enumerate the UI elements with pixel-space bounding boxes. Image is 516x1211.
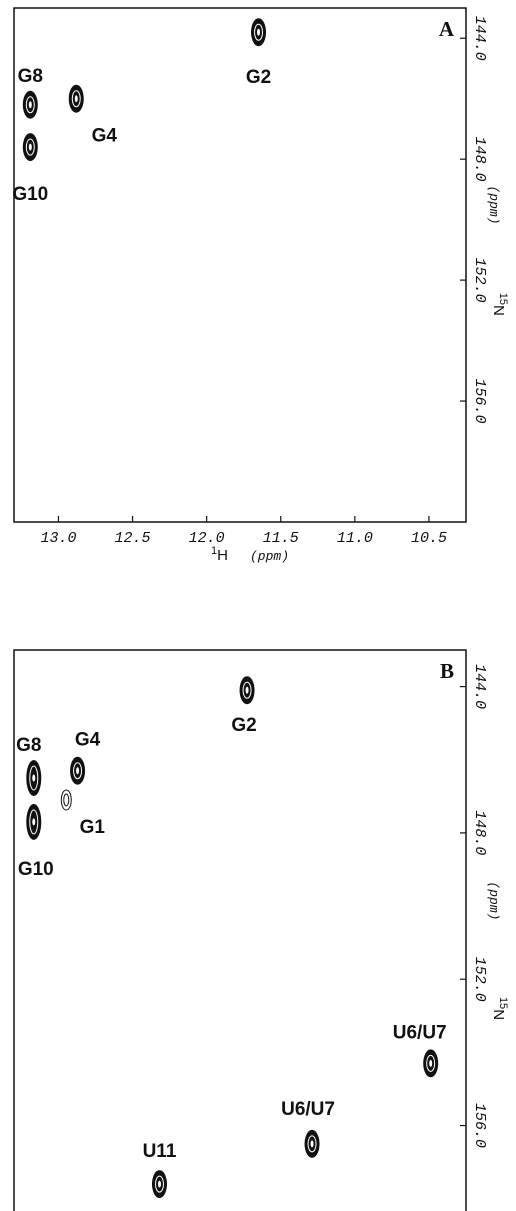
peak-label: G10 — [12, 184, 48, 205]
peak-contour-core — [76, 767, 80, 775]
peak-label: U6/U7 — [393, 1022, 447, 1043]
y-tick-label: 156.0 — [471, 1103, 488, 1148]
plot-frame — [13, 649, 467, 1211]
peak-g10: G10 — [12, 133, 48, 205]
peak-contour-ring — [426, 1054, 436, 1072]
y-tick-label: 152.0 — [471, 957, 488, 1002]
x-axis-unit: (ppm) — [250, 549, 289, 564]
peak-contour-core — [32, 818, 36, 826]
y-tick-label: 152.0 — [471, 258, 488, 303]
peak-g2: G2 — [246, 18, 271, 88]
peak-label: G8 — [18, 66, 43, 87]
y-tick-label: 144.0 — [471, 664, 488, 709]
peak-label: G4 — [92, 126, 118, 147]
peak-contour-core — [28, 101, 32, 109]
peak-contour-ring — [254, 23, 264, 41]
x-tick-label: 12.5 — [115, 530, 151, 547]
panel-B: B13.012.512.011.511.010.51H(ppm)144.0148… — [13, 649, 509, 1211]
peak-g8: G8 — [18, 66, 43, 119]
peak-contour-core — [310, 1140, 314, 1148]
peak-label: U6/U7 — [281, 1099, 335, 1120]
peak-contour-ring — [307, 1135, 317, 1153]
peak-g2: G2 — [231, 676, 257, 736]
peak-contour-outer — [60, 789, 72, 811]
peak-contour-ring — [73, 762, 83, 780]
y-tick-label: 156.0 — [471, 379, 488, 424]
peak-contour-core — [245, 686, 249, 694]
peak-contour-ring — [29, 765, 39, 791]
peak-u6-u7: U6/U7 — [393, 1022, 447, 1078]
y-tick-label: 148.0 — [471, 810, 488, 855]
x-axis-title: 1H — [211, 545, 228, 564]
peak-contour-ring — [71, 90, 81, 108]
y-axis-unit: (ppm) — [486, 881, 501, 920]
peak-contour-core — [429, 1059, 433, 1067]
peak-g1: G1 — [60, 789, 106, 838]
peak-contour-ring — [154, 1175, 164, 1193]
y-tick-label: 148.0 — [471, 137, 488, 182]
peak-contour-ring — [25, 96, 35, 114]
peak-contour-ring — [242, 681, 252, 699]
peak-contour-core — [157, 1180, 161, 1188]
y-axis-title: 15N — [490, 293, 509, 316]
peak-g8: G8 — [16, 735, 41, 797]
plot-frame — [13, 7, 467, 523]
peak-label: G1 — [80, 817, 106, 838]
y-axis-title: 15N — [490, 997, 509, 1020]
peak-contour-core — [32, 774, 36, 782]
y-axis-unit: (ppm) — [486, 185, 501, 224]
peak-u6-u7: U6/U7 — [281, 1099, 335, 1158]
x-tick-label: 13.0 — [40, 530, 76, 547]
x-tick-label: 10.5 — [411, 530, 447, 547]
panel-letter: B — [440, 659, 454, 683]
peak-label: G2 — [231, 715, 256, 736]
peak-label: G8 — [16, 735, 41, 756]
peak-g4: G4 — [70, 730, 101, 785]
y-tick-label: 144.0 — [471, 16, 488, 61]
peak-label: G4 — [75, 730, 101, 751]
peak-contour-core — [74, 95, 78, 103]
peak-u11: U11 — [143, 1141, 177, 1199]
x-tick-label: 12.0 — [189, 530, 225, 547]
peak-contour-ring — [29, 809, 39, 835]
peak-label: G2 — [246, 67, 271, 88]
x-tick-label: 11.5 — [263, 530, 299, 547]
peak-contour-ring — [25, 138, 35, 156]
panel-letter: A — [439, 17, 455, 41]
panel-A: A 13.0 12.5 12.0 11.5 11.0 10.5 1H (ppm) 144.0 148… — [12, 7, 509, 564]
peak-contour-inner — [63, 793, 70, 807]
peak-label: U11 — [143, 1141, 177, 1162]
peak-g10: G10 — [18, 803, 54, 880]
x-tick-label: 11.0 — [337, 530, 373, 547]
peak-g4: G4 — [68, 84, 118, 147]
peak-label: G10 — [18, 859, 54, 880]
peak-contour-core — [257, 28, 261, 36]
peak-contour-core — [28, 143, 32, 151]
